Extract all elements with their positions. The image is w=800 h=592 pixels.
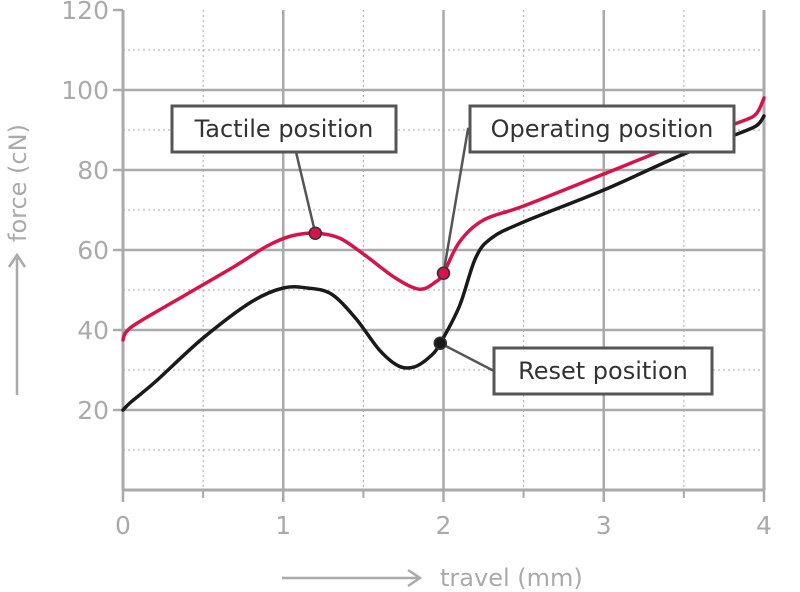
x-tick-label: 4 xyxy=(756,511,772,540)
annotation-marker xyxy=(436,266,451,280)
y-tick-label: 40 xyxy=(77,316,109,345)
callout-box xyxy=(492,346,714,396)
series-upper-line xyxy=(121,96,766,342)
leader-line xyxy=(439,342,495,373)
callout-label: Reset position xyxy=(518,357,688,385)
x-tick-label: 2 xyxy=(436,511,452,540)
callout-reset: Reset position xyxy=(433,336,714,396)
x-axis-arrow-head xyxy=(407,568,423,588)
annotation-marker xyxy=(308,226,323,240)
y-tick-label: 100 xyxy=(61,76,109,105)
y-tick-label: 20 xyxy=(77,396,109,425)
callout-box xyxy=(468,104,736,154)
y-axis-arrow-head xyxy=(7,252,27,268)
series-lower-line xyxy=(121,114,766,412)
y-axis-title-group: force (cN) xyxy=(4,124,32,395)
axis-frame xyxy=(113,8,766,502)
x-tick-label: 3 xyxy=(596,511,612,540)
callout-label: Operating position xyxy=(491,115,714,143)
y-tick-labels: 20 40 60 80 100 120 xyxy=(61,0,109,425)
callout-tactile: Tactile position xyxy=(170,104,398,240)
y-tick-label: 60 xyxy=(77,236,109,265)
x-tick-label: 0 xyxy=(115,511,131,540)
callouts: Tactile position Operating position Reset … xyxy=(170,104,736,396)
callout-label: Tactile position xyxy=(194,115,374,143)
series-lines xyxy=(121,96,766,412)
y-tick-label: 120 xyxy=(61,0,109,25)
x-axis-title: travel (mm) xyxy=(440,564,583,592)
y-axis-title: force (cN) xyxy=(4,124,32,242)
y-tick-label: 80 xyxy=(77,156,109,185)
grid xyxy=(123,10,764,490)
x-axis-title-group: travel (mm) xyxy=(282,564,583,592)
x-tick-label: 1 xyxy=(275,511,291,540)
x-tick-labels: 0 1 2 3 4 xyxy=(115,511,772,540)
leader-line xyxy=(442,127,470,274)
annotation-marker xyxy=(433,336,448,350)
callout-box xyxy=(170,104,398,154)
callout-operating: Operating position xyxy=(436,104,736,280)
leader-line xyxy=(294,151,317,234)
